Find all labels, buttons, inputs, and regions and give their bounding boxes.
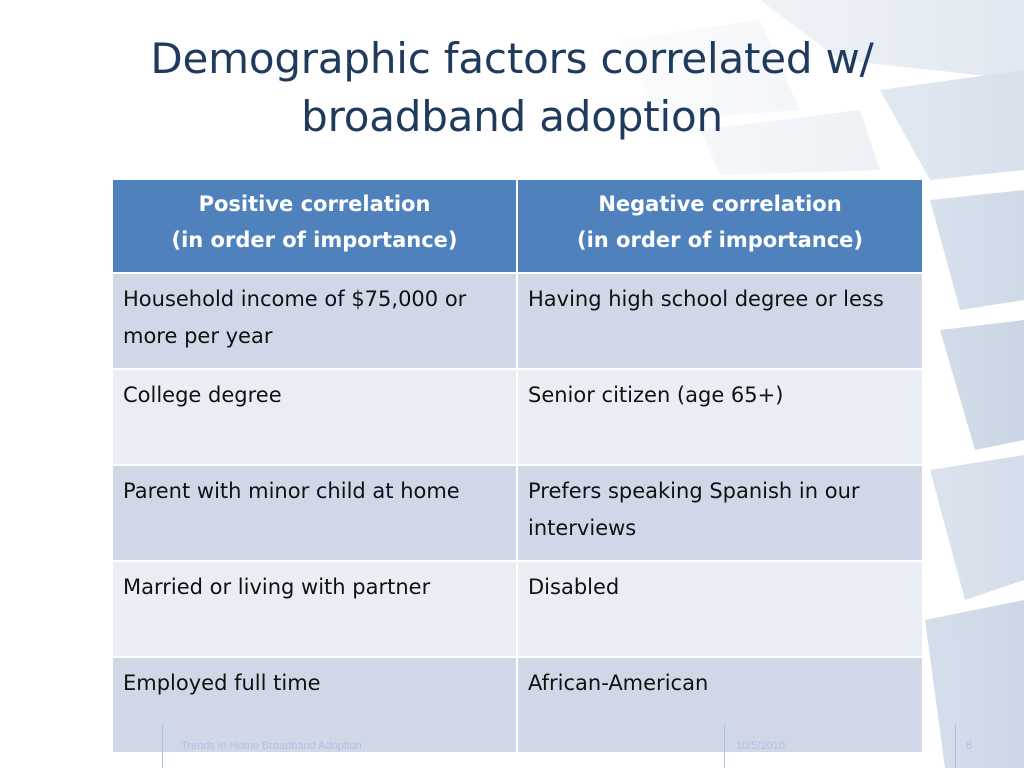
table-row: Married or living with partner Disabled [111,560,924,658]
header-line: Positive correlation [198,192,431,216]
positive-cell: College degree [111,368,518,466]
table-header-row: Positive correlation (in order of import… [111,178,924,274]
positive-cell: Household income of $75,000 or more per … [111,272,518,370]
positive-cell: Parent with minor child at home [111,464,518,562]
footer-divider [162,724,163,768]
correlation-table: Positive correlation (in order of import… [111,178,924,754]
slide-title-line-2: broadband adoption [301,92,723,141]
positive-cell: Married or living with partner [111,560,518,658]
footer-page-number: 8 [966,740,973,752]
table-row: Employed full time African-American [111,656,924,754]
footer-divider [955,724,956,768]
correlation-table-container: Positive correlation (in order of import… [111,178,924,754]
header-subline: (in order of importance) [576,228,863,252]
footer-date: 10/5/2010 [736,740,785,752]
negative-cell: African-American [516,656,924,754]
footer-divider [724,724,725,768]
footer-presentation-name: Trends in Home Broadband Adoption [181,740,362,752]
positive-cell: Employed full time [111,656,518,754]
slide-title: Demographic factors correlated w/ broadb… [70,30,954,146]
table-row: College degree Senior citizen (age 65+) [111,368,924,466]
header-line: Negative correlation [598,192,842,216]
header-positive-correlation: Positive correlation (in order of import… [111,178,518,274]
negative-cell: Senior citizen (age 65+) [516,368,924,466]
header-negative-correlation: Negative correlation (in order of import… [516,178,924,274]
negative-cell: Having high school degree or less [516,272,924,370]
negative-cell: Prefers speaking Spanish in our intervie… [516,464,924,562]
table-row: Household income of $75,000 or more per … [111,272,924,370]
table-row: Parent with minor child at home Prefers … [111,464,924,562]
header-subline: (in order of importance) [171,228,458,252]
negative-cell: Disabled [516,560,924,658]
slide-title-line-1: Demographic factors correlated w/ [150,34,874,83]
